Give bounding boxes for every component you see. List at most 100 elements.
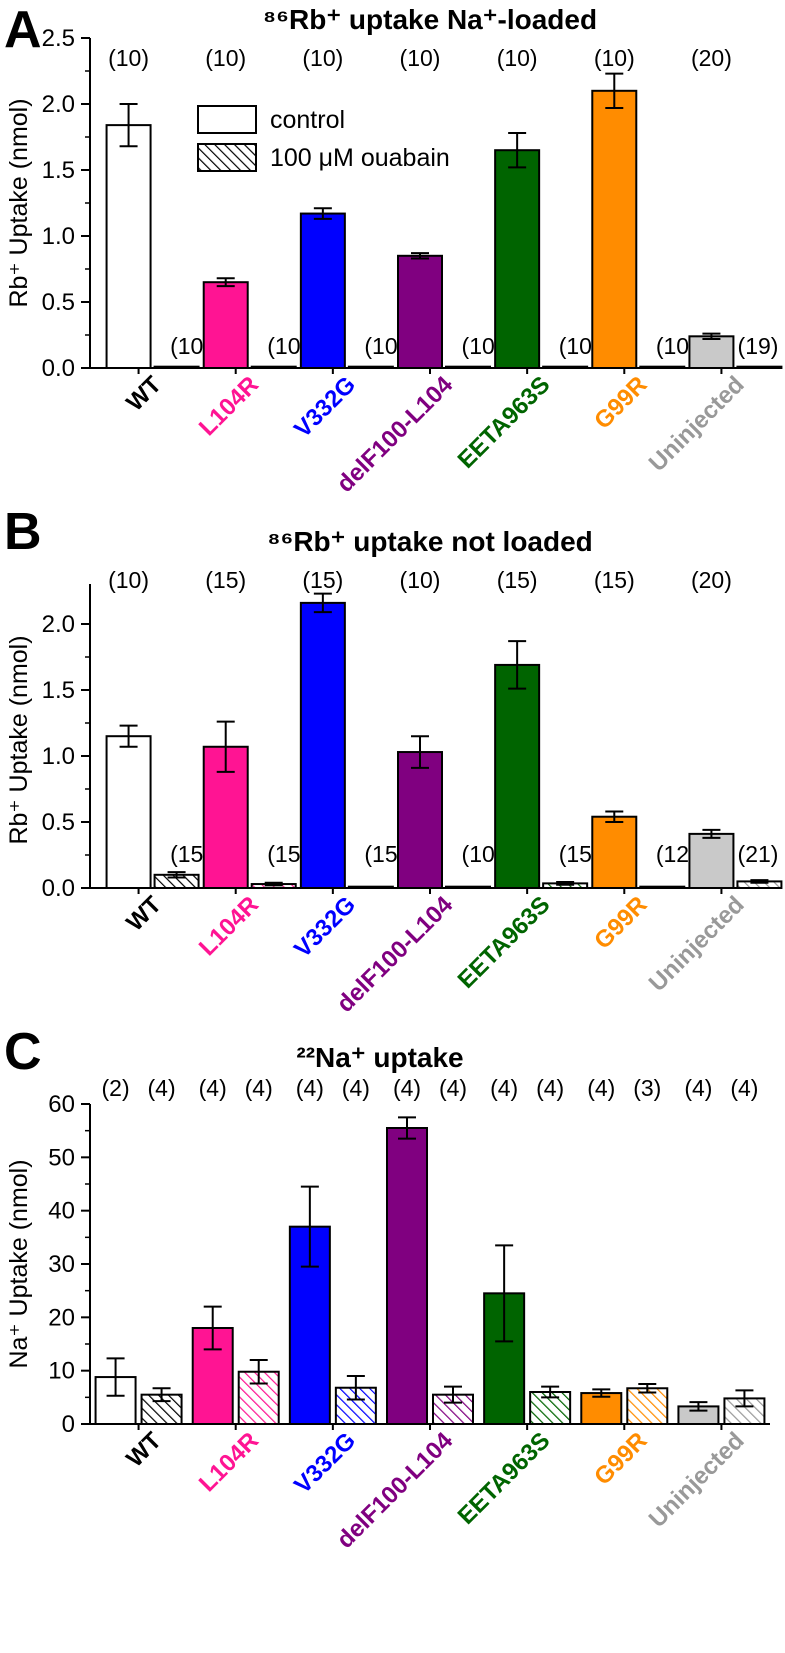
bar <box>202 281 249 370</box>
n-count-label: (4) <box>342 1075 370 1101</box>
n-count-label: (10) <box>594 45 635 71</box>
y-tick-label: 0.0 <box>42 355 75 382</box>
category-label: WT <box>121 1427 167 1473</box>
y-tick-label: 20 <box>48 1304 75 1331</box>
category-label: Uninjected <box>644 891 750 997</box>
y-tick-label: 1.0 <box>42 223 75 250</box>
bar <box>542 365 589 369</box>
y-axis-title: Rb⁺ Uptake (nmol) <box>5 98 33 307</box>
y-axis-title: Na⁺ Uptake (nmol) <box>5 1159 33 1368</box>
n-count-label: (10) <box>497 45 538 71</box>
bar <box>494 663 541 889</box>
y-tick-label: 2.0 <box>42 91 75 118</box>
n-count-label: (15) <box>302 567 343 593</box>
n-count-label: (15) <box>205 567 246 593</box>
n-count-label: (4) <box>393 1075 421 1101</box>
category-label: EETA963S <box>453 1427 556 1530</box>
n-count-label: (4) <box>490 1075 518 1101</box>
category-label: Uninjected <box>644 371 750 477</box>
category-label: WT <box>121 371 167 417</box>
category-label: V332G <box>289 371 361 443</box>
y-tick-label: 0.0 <box>42 875 75 902</box>
bar <box>397 254 443 369</box>
category-label: L104R <box>194 371 264 441</box>
n-count-label: (4) <box>148 1075 176 1101</box>
bar <box>153 365 200 369</box>
bar <box>736 365 783 369</box>
n-count-label: (20) <box>691 567 732 593</box>
n-count-label: (19) <box>738 333 779 359</box>
bar <box>529 1391 572 1426</box>
category-label: WT <box>121 891 167 937</box>
bar <box>250 365 297 369</box>
category-label: L104R <box>194 891 264 961</box>
bar <box>591 89 638 370</box>
y-tick-label: 40 <box>48 1198 75 1225</box>
bar <box>639 885 686 889</box>
y-tick-label: 10 <box>48 1358 75 1385</box>
bar <box>397 751 443 889</box>
category-label: EETA963S <box>453 371 556 474</box>
bar <box>386 1127 428 1425</box>
bar <box>347 365 394 369</box>
n-count-label: (4) <box>684 1075 712 1101</box>
bar <box>445 365 491 369</box>
bar <box>94 1376 137 1426</box>
n-count-label: (2) <box>102 1075 130 1101</box>
y-tick-label: 2.5 <box>42 25 75 52</box>
bar <box>688 832 735 890</box>
bar <box>299 601 346 889</box>
legend-swatch <box>197 143 257 172</box>
bar <box>347 885 394 889</box>
n-count-label: (4) <box>296 1075 324 1101</box>
category-label: V332G <box>289 891 361 963</box>
n-count-label: (10) <box>108 45 149 71</box>
n-count-label: (4) <box>439 1075 467 1101</box>
n-count-label: (4) <box>730 1075 758 1101</box>
bar <box>688 335 735 370</box>
y-tick-label: 1.5 <box>42 157 75 184</box>
y-tick-label: 50 <box>48 1144 75 1171</box>
bar <box>105 124 152 370</box>
n-count-label: (10) <box>302 45 343 71</box>
category-label: G99R <box>589 371 652 434</box>
n-count-label: (15) <box>497 567 538 593</box>
legend-label: control <box>270 106 345 134</box>
n-count-label: (10) <box>108 567 149 593</box>
n-count-label: (21) <box>738 841 779 867</box>
category-label: Uninjected <box>644 1427 750 1533</box>
category-label: EETA963S <box>453 891 556 994</box>
y-tick-label: 1.5 <box>42 677 75 704</box>
panel-b-title: ⁸⁶Rb⁺ uptake not loaded <box>267 526 593 557</box>
n-count-label: (10) <box>400 45 441 71</box>
bar <box>580 1392 623 1426</box>
n-count-label: (3) <box>633 1075 661 1101</box>
legend-swatch <box>197 105 257 134</box>
panel-b-letter: B <box>4 503 42 561</box>
y-tick-label: 2.0 <box>42 611 75 638</box>
bar <box>626 1387 669 1425</box>
bar <box>445 885 491 889</box>
legend-label: 100 μM ouabain <box>270 144 450 172</box>
bar <box>591 815 638 889</box>
y-axis-title: Rb⁺ Uptake (nmol) <box>5 635 33 844</box>
n-count-label: (20) <box>691 45 732 71</box>
bar <box>639 365 686 369</box>
bar <box>105 735 152 890</box>
category-label: V332G <box>289 1427 361 1499</box>
y-tick-label: 0.5 <box>42 289 75 316</box>
n-count-label: (4) <box>199 1075 227 1101</box>
category-label: L104R <box>194 1427 264 1497</box>
n-count-label: (15) <box>594 567 635 593</box>
y-tick-label: 1.0 <box>42 743 75 770</box>
y-tick-label: 60 <box>48 1091 75 1118</box>
n-count-label: (10) <box>205 45 246 71</box>
y-tick-label: 0 <box>62 1411 75 1438</box>
y-tick-label: 0.5 <box>42 809 75 836</box>
panel-c-letter: C <box>4 1023 42 1081</box>
y-tick-label: 30 <box>48 1251 75 1278</box>
bar <box>299 212 346 369</box>
panel-c-title: ²²Na⁺ uptake <box>296 1042 464 1073</box>
